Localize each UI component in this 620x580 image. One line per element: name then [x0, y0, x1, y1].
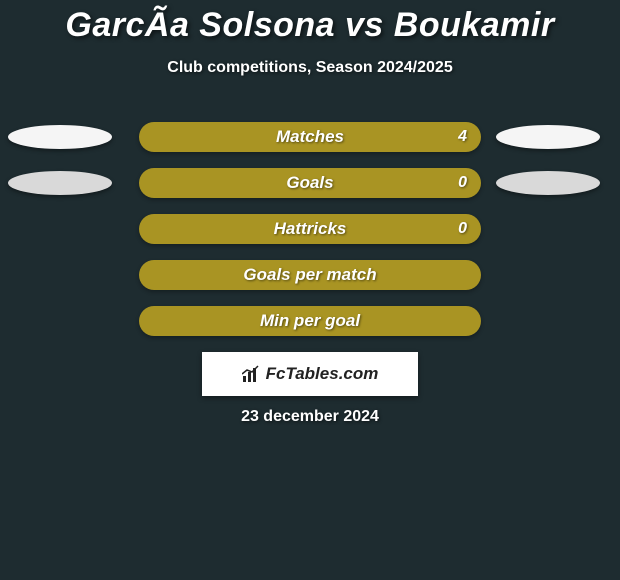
player1-oval — [8, 171, 112, 195]
logo: FcTables.com — [242, 364, 379, 384]
stat-bar: Min per goal — [139, 306, 481, 336]
stat-value: 4 — [458, 122, 467, 152]
stat-bar: Hattricks 0 — [139, 214, 481, 244]
stat-label: Goals — [139, 168, 481, 198]
page-title: GarcÃ­a Solsona vs Boukamir — [0, 0, 620, 45]
player1-oval — [8, 125, 112, 149]
stat-bar: Goals per match — [139, 260, 481, 290]
logo-box: FcTables.com — [202, 352, 418, 396]
stat-row: Min per goal — [0, 306, 620, 336]
stat-label: Hattricks — [139, 214, 481, 244]
stat-bar: Matches 4 — [139, 122, 481, 152]
stat-row: Goals 0 — [0, 168, 620, 198]
stat-label: Min per goal — [139, 306, 481, 336]
infographic-container: GarcÃ­a Solsona vs Boukamir Club competi… — [0, 0, 620, 580]
stat-value: 0 — [458, 214, 467, 244]
stat-row: Matches 4 — [0, 122, 620, 152]
player2-oval — [496, 125, 600, 149]
stat-value: 0 — [458, 168, 467, 198]
stat-bar: Goals 0 — [139, 168, 481, 198]
logo-text: FcTables.com — [266, 364, 379, 384]
stat-row: Hattricks 0 — [0, 214, 620, 244]
stat-label: Goals per match — [139, 260, 481, 290]
date-text: 23 december 2024 — [0, 408, 620, 426]
stats-rows: Matches 4 Goals 0 Hattricks 0 Goals per … — [0, 122, 620, 352]
player2-oval — [496, 171, 600, 195]
stat-label: Matches — [139, 122, 481, 152]
subtitle: Club competitions, Season 2024/2025 — [0, 59, 620, 77]
stat-row: Goals per match — [0, 260, 620, 290]
chart-icon — [242, 365, 262, 383]
